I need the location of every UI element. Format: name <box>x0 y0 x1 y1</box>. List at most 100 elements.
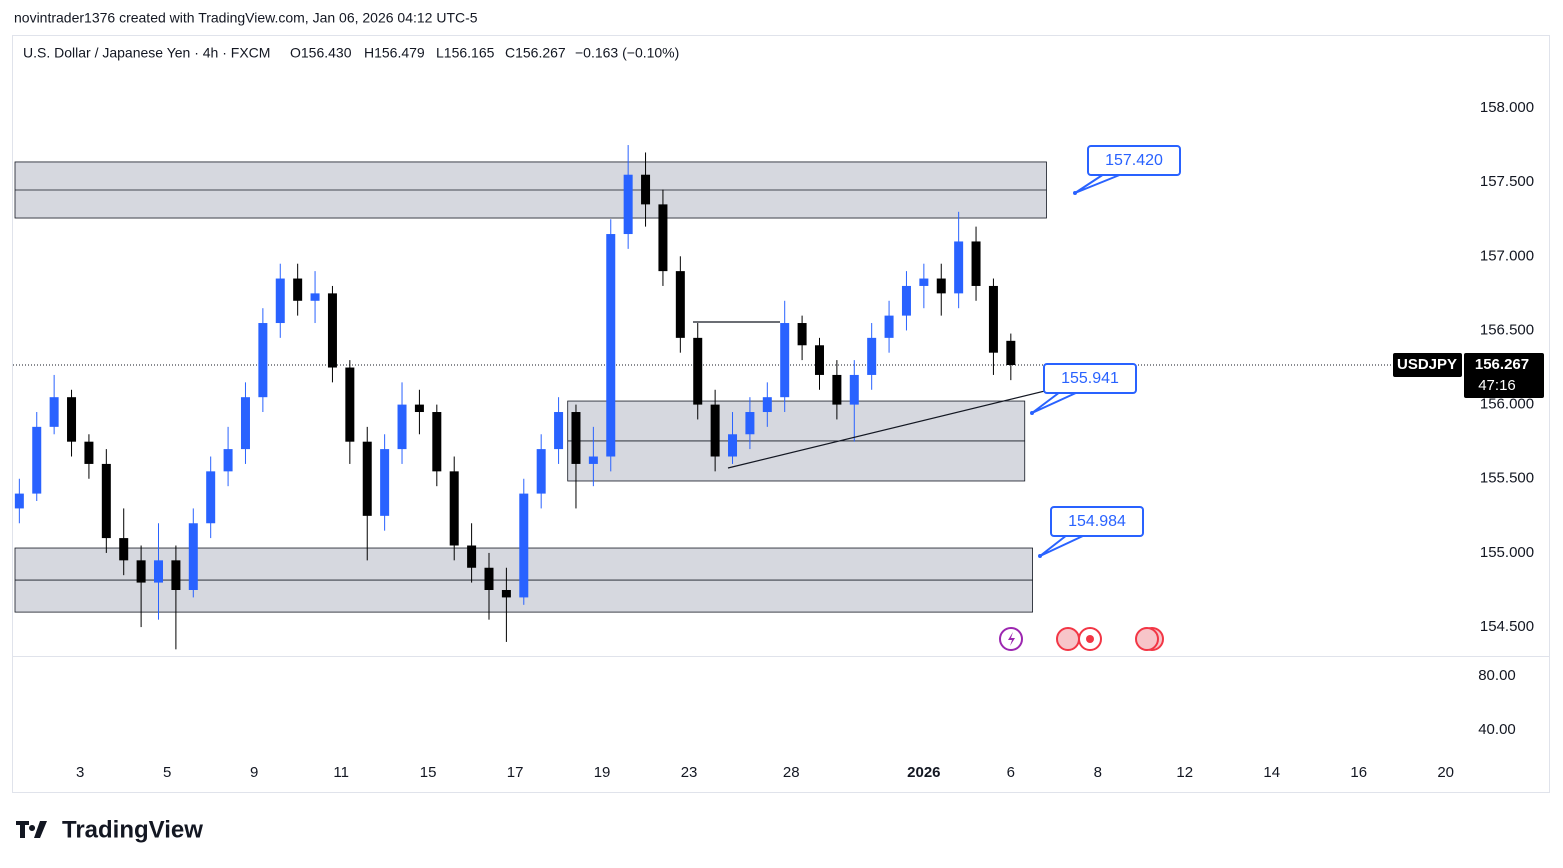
candle-body <box>397 404 407 450</box>
candle-body <box>536 449 546 494</box>
logo-text: TradingView <box>62 816 203 843</box>
y-tick-label: 155.000 <box>1480 544 1534 561</box>
candle-body <box>936 278 946 294</box>
candle-body <box>901 285 911 316</box>
symbol-box <box>1393 353 1462 378</box>
candle-body <box>380 449 390 516</box>
legend-close: C156.267 <box>505 45 566 61</box>
event-icon <box>1135 627 1159 651</box>
callout-anchor <box>1038 554 1042 558</box>
y-tick-label: 157.000 <box>1480 247 1534 264</box>
candle-body <box>484 567 494 590</box>
y-tick-label: 158.000 <box>1480 99 1534 116</box>
x-tick-label: 5 <box>163 764 171 781</box>
x-tick-label: 12 <box>1176 764 1193 781</box>
x-tick-label: 28 <box>783 764 800 781</box>
candle-body <box>501 589 511 598</box>
y-tick-label: 154.500 <box>1480 618 1534 635</box>
legend-low: L156.165 <box>436 45 495 61</box>
candle-body <box>449 471 459 546</box>
candle-body <box>467 545 477 568</box>
x-tick-label: 6 <box>1007 764 1015 781</box>
frame <box>12 35 1550 793</box>
callout-pointer <box>1031 391 1079 414</box>
candle-body <box>606 234 616 457</box>
candle-body <box>67 397 77 442</box>
candle-body <box>554 412 564 450</box>
x-tick-label: 20 <box>1437 764 1454 781</box>
candle-body <box>1006 340 1016 366</box>
candle-body <box>867 337 877 375</box>
candle-body <box>658 204 668 272</box>
candle-body <box>710 404 720 457</box>
candle-body <box>188 523 198 590</box>
price-box <box>1464 353 1544 399</box>
x-tick-label: 16 <box>1350 764 1367 781</box>
y-tick-label: 80.00 <box>1478 667 1516 684</box>
y-tick-label: 157.500 <box>1480 173 1534 190</box>
y-tick-label: 156.000 <box>1480 396 1534 413</box>
callout-pointer <box>1039 534 1086 557</box>
candle-body <box>327 293 337 368</box>
caption: novintrader1376 created with TradingView… <box>14 10 478 26</box>
callout-label: 157.420 <box>1105 152 1163 169</box>
callout-pointer <box>1074 173 1123 194</box>
x-tick-label: 19 <box>594 764 611 781</box>
candle-body <box>293 278 303 301</box>
candle-body <box>32 426 42 494</box>
candle-body <box>223 449 233 472</box>
y-tick-label: 155.500 <box>1480 470 1534 487</box>
candle-body <box>258 323 268 398</box>
candle-body <box>154 560 164 583</box>
legend: U.S. Dollar / Japanese Yen · 4h · FXCM O… <box>23 45 679 61</box>
candle-body <box>971 241 981 286</box>
logo-mark <box>16 821 47 838</box>
countdown-label: 47:16 <box>1478 377 1516 394</box>
x-tick-label: 14 <box>1263 764 1280 781</box>
candle-body <box>954 241 964 294</box>
legend-high: H156.479 <box>364 45 425 61</box>
legend-change: −0.163 (−0.10%) <box>575 45 679 61</box>
x-tick-label: 15 <box>420 764 437 781</box>
candle-body <box>623 174 633 235</box>
candle-body <box>171 560 181 590</box>
callout-box <box>1087 145 1181 176</box>
candle-body <box>14 493 24 509</box>
event-icon <box>1086 635 1094 643</box>
trend-line <box>727 379 1091 469</box>
x-tick-label: 8 <box>1094 764 1102 781</box>
candle-body <box>240 397 250 450</box>
candle-body <box>919 278 929 286</box>
x-tick-label: 3 <box>76 764 84 781</box>
legend-open: O156.430 <box>290 45 352 61</box>
x-tick-label: 11 <box>333 764 349 781</box>
candle-body <box>119 538 129 561</box>
candle-body <box>849 374 859 405</box>
candle-body <box>275 278 285 324</box>
candle-body <box>641 174 651 205</box>
candle-body <box>884 315 894 338</box>
legend-desc: U.S. Dollar / Japanese Yen · 4h · FXCM <box>23 45 270 61</box>
candle-body <box>780 323 790 398</box>
candle-body <box>728 434 738 457</box>
candle-body <box>519 493 529 598</box>
candle-body <box>988 285 998 353</box>
x-tick-label: 2026 <box>907 764 940 781</box>
callout-box <box>1043 363 1137 394</box>
event-icons <box>999 627 1164 651</box>
candle-body <box>362 441 372 516</box>
candle-body <box>745 412 755 435</box>
event-icon <box>1056 627 1080 651</box>
event-icon <box>1008 632 1015 646</box>
candle-body <box>571 412 581 464</box>
candle-body <box>762 397 772 413</box>
y-tick-label: 156.500 <box>1480 321 1534 338</box>
candle-body <box>814 345 824 375</box>
x-tick-label: 9 <box>250 764 258 781</box>
logo: TradingView <box>16 816 203 843</box>
candle-body <box>206 471 216 524</box>
callout-anchor <box>1030 411 1034 415</box>
candle-body <box>797 323 807 346</box>
